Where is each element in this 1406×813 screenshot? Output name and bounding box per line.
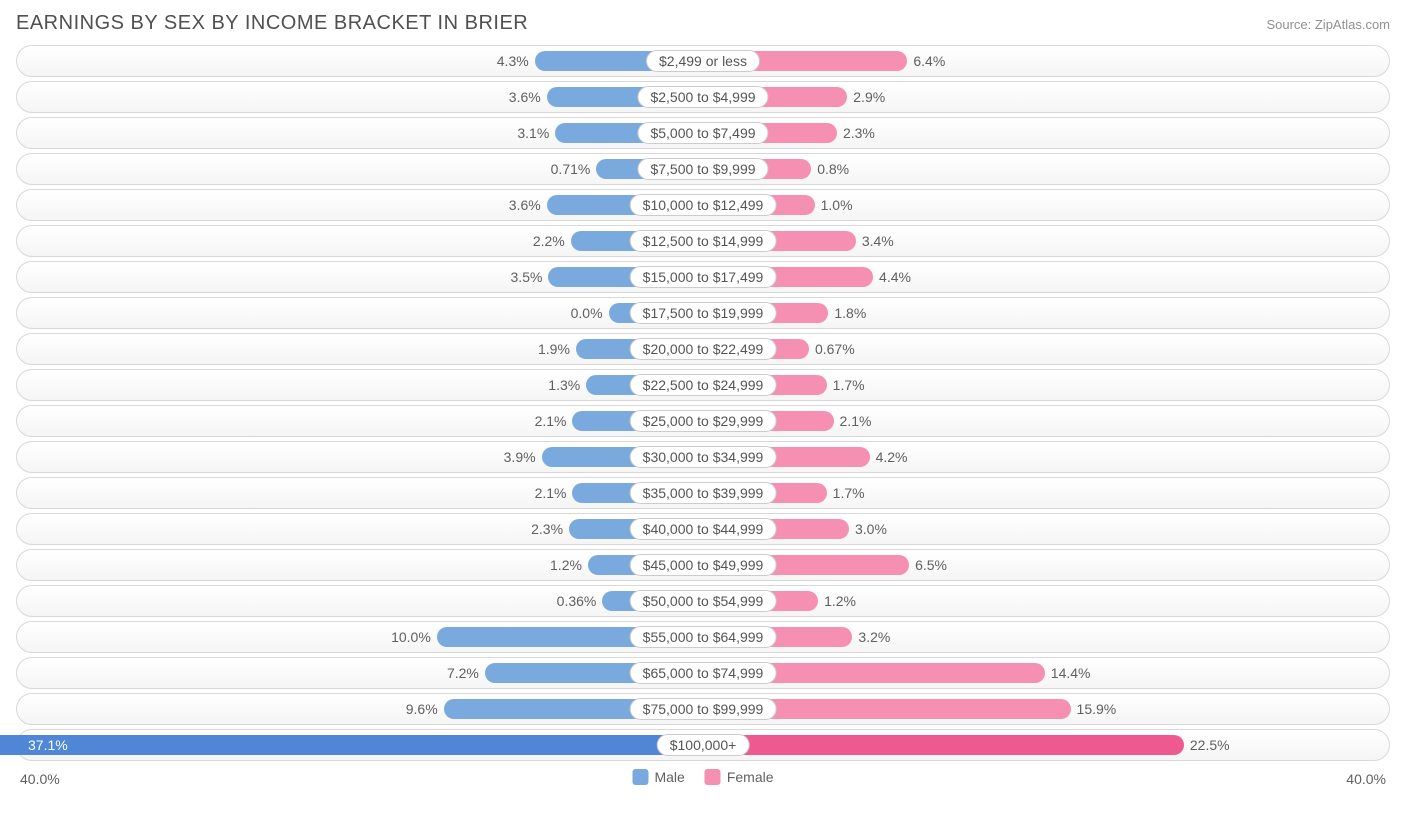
male-pct: 0.71% (551, 161, 591, 177)
table-row: $40,000 to $44,999 2.3% 3.0% (16, 513, 1390, 545)
bracket-label: $22,500 to $24,999 (630, 374, 777, 396)
male-pct: 3.6% (509, 197, 541, 213)
table-row: $35,000 to $39,999 2.1% 1.7% (16, 477, 1390, 509)
female-pct: 4.2% (876, 449, 908, 465)
female-pct: 6.4% (913, 53, 945, 69)
table-row: $30,000 to $34,999 3.9% 4.2% (16, 441, 1390, 473)
male-pct: 3.6% (509, 89, 541, 105)
table-row: $75,000 to $99,999 9.6% 15.9% (16, 693, 1390, 725)
axis-max-right: 40.0% (1346, 771, 1386, 787)
male-pct: 3.9% (504, 449, 536, 465)
bracket-label: $35,000 to $39,999 (630, 482, 777, 504)
female-pct: 1.7% (833, 377, 865, 393)
chart-footer: 40.0% Male Female 40.0% (16, 767, 1390, 795)
bracket-label: $75,000 to $99,999 (630, 698, 777, 720)
bracket-label: $45,000 to $49,999 (630, 554, 777, 576)
male-pct: 2.2% (533, 233, 565, 249)
table-row: $10,000 to $12,499 3.6% 1.0% (16, 189, 1390, 221)
male-pct: 0.0% (571, 305, 603, 321)
bracket-label: $50,000 to $54,999 (630, 590, 777, 612)
bracket-label: $10,000 to $12,499 (630, 194, 777, 216)
bracket-label: $12,500 to $14,999 (630, 230, 777, 252)
male-pct: 37.1% (28, 737, 68, 753)
bracket-label: $7,500 to $9,999 (637, 158, 768, 180)
bracket-label: $2,499 or less (646, 50, 760, 72)
bracket-label: $30,000 to $34,999 (630, 446, 777, 468)
female-pct: 1.0% (821, 197, 853, 213)
bracket-label: $65,000 to $74,999 (630, 662, 777, 684)
table-row: $2,499 or less 4.3% 6.4% (16, 45, 1390, 77)
table-row: $17,500 to $19,999 0.0% 1.8% (16, 297, 1390, 329)
table-row: $22,500 to $24,999 1.3% 1.7% (16, 369, 1390, 401)
table-row: $50,000 to $54,999 0.36% 1.2% (16, 585, 1390, 617)
male-pct: 2.1% (535, 485, 567, 501)
bracket-label: $100,000+ (657, 734, 750, 756)
bracket-label: $40,000 to $44,999 (630, 518, 777, 540)
male-pct: 3.1% (517, 125, 549, 141)
female-pct: 0.67% (815, 341, 855, 357)
legend-female-label: Female (727, 769, 774, 785)
female-pct: 1.7% (833, 485, 865, 501)
male-pct: 1.2% (550, 557, 582, 573)
axis-max-left: 40.0% (20, 771, 60, 787)
legend-female: Female (705, 769, 774, 785)
table-row: $45,000 to $49,999 1.2% 6.5% (16, 549, 1390, 581)
female-pct: 1.2% (824, 593, 856, 609)
bracket-label: $20,000 to $22,499 (630, 338, 777, 360)
female-bar (703, 735, 1184, 755)
female-pct: 2.9% (853, 89, 885, 105)
bracket-label: $17,500 to $19,999 (630, 302, 777, 324)
bracket-label: $2,500 to $4,999 (637, 86, 768, 108)
male-pct: 9.6% (406, 701, 438, 717)
male-pct: 1.3% (548, 377, 580, 393)
bracket-label: $15,000 to $17,499 (630, 266, 777, 288)
female-pct: 6.5% (915, 557, 947, 573)
male-pct: 7.2% (447, 665, 479, 681)
legend-male-label: Male (654, 769, 684, 785)
table-row: $5,000 to $7,499 3.1% 2.3% (16, 117, 1390, 149)
male-swatch-icon (632, 769, 648, 785)
table-row: $7,500 to $9,999 0.71% 0.8% (16, 153, 1390, 185)
female-pct: 15.9% (1077, 701, 1117, 717)
female-pct: 1.8% (834, 305, 866, 321)
female-pct: 0.8% (817, 161, 849, 177)
male-pct: 3.5% (511, 269, 543, 285)
male-pct: 0.36% (557, 593, 597, 609)
diverging-bar-chart: $2,499 or less 4.3% 6.4% $2,500 to $4,999 3.… (16, 45, 1390, 761)
female-pct: 3.4% (862, 233, 894, 249)
female-swatch-icon (705, 769, 721, 785)
table-row: $25,000 to $29,999 2.1% 2.1% (16, 405, 1390, 437)
bracket-label: $25,000 to $29,999 (630, 410, 777, 432)
table-row: $12,500 to $14,999 2.2% 3.4% (16, 225, 1390, 257)
table-row: $15,000 to $17,499 3.5% 4.4% (16, 261, 1390, 293)
female-pct: 14.4% (1051, 665, 1091, 681)
male-pct: 2.3% (531, 521, 563, 537)
male-pct: 1.9% (538, 341, 570, 357)
chart-header: EARNINGS BY SEX BY INCOME BRACKET IN BRI… (16, 12, 1390, 35)
male-pct: 4.3% (497, 53, 529, 69)
legend: Male Female (632, 769, 773, 785)
female-pct: 22.5% (1190, 737, 1230, 753)
male-pct: 10.0% (391, 629, 431, 645)
table-row: $55,000 to $64,999 10.0% 3.2% (16, 621, 1390, 653)
bracket-label: $55,000 to $64,999 (630, 626, 777, 648)
female-pct: 2.3% (843, 125, 875, 141)
bracket-label: $5,000 to $7,499 (637, 122, 768, 144)
female-pct: 4.4% (879, 269, 911, 285)
table-row: $2,500 to $4,999 3.6% 2.9% (16, 81, 1390, 113)
chart-title: EARNINGS BY SEX BY INCOME BRACKET IN BRI… (16, 12, 528, 35)
male-pct: 2.1% (535, 413, 567, 429)
female-pct: 2.1% (840, 413, 872, 429)
female-pct: 3.2% (858, 629, 890, 645)
table-row: $20,000 to $22,499 1.9% 0.67% (16, 333, 1390, 365)
male-bar (0, 735, 703, 755)
table-row: $65,000 to $74,999 7.2% 14.4% (16, 657, 1390, 689)
table-row: $100,000+ 37.1% 22.5% (16, 729, 1390, 761)
female-pct: 3.0% (855, 521, 887, 537)
chart-source: Source: ZipAtlas.com (1266, 17, 1390, 32)
legend-male: Male (632, 769, 684, 785)
